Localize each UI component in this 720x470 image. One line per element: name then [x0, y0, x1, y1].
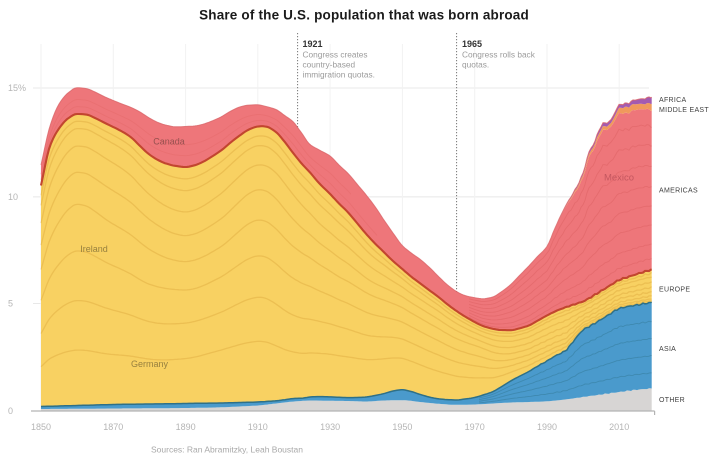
svg-text:quotas.: quotas. [462, 60, 489, 70]
svg-text:1921: 1921 [303, 39, 323, 49]
svg-text:AMERICAS: AMERICAS [659, 188, 698, 195]
svg-text:Germany: Germany [131, 359, 169, 369]
svg-text:1930: 1930 [320, 422, 340, 432]
svg-text:MIDDLE EAST: MIDDLE EAST [659, 107, 709, 114]
svg-text:Ireland: Ireland [80, 244, 108, 254]
svg-text:1870: 1870 [103, 422, 123, 432]
svg-text:Canada: Canada [153, 137, 185, 147]
svg-text:Sources: Ran Abramitzky, Leah: Sources: Ran Abramitzky, Leah Boustan [151, 445, 303, 455]
svg-text:immigration quotas.: immigration quotas. [303, 70, 375, 80]
svg-text:Congress creates: Congress creates [303, 50, 368, 60]
svg-text:1890: 1890 [176, 422, 196, 432]
svg-text:15%: 15% [8, 83, 26, 93]
svg-text:EUROPE: EUROPE [659, 287, 690, 294]
svg-text:Congress rolls back: Congress rolls back [462, 50, 536, 60]
svg-text:AFRICA: AFRICA [659, 97, 686, 104]
svg-text:OTHER: OTHER [659, 397, 685, 404]
svg-text:1950: 1950 [392, 422, 412, 432]
svg-text:5: 5 [8, 299, 13, 309]
svg-text:ASIA: ASIA [659, 346, 676, 353]
svg-text:1850: 1850 [31, 422, 51, 432]
svg-text:1965: 1965 [462, 39, 482, 49]
svg-text:2010: 2010 [609, 422, 629, 432]
svg-text:country-based: country-based [303, 60, 356, 70]
svg-text:Share of the U.S. population t: Share of the U.S. population that was bo… [199, 8, 529, 23]
svg-text:0: 0 [8, 406, 13, 416]
svg-text:1910: 1910 [248, 422, 268, 432]
svg-text:1990: 1990 [537, 422, 557, 432]
svg-text:1970: 1970 [465, 422, 485, 432]
svg-text:Mexico: Mexico [604, 173, 634, 184]
svg-text:10: 10 [8, 192, 18, 202]
